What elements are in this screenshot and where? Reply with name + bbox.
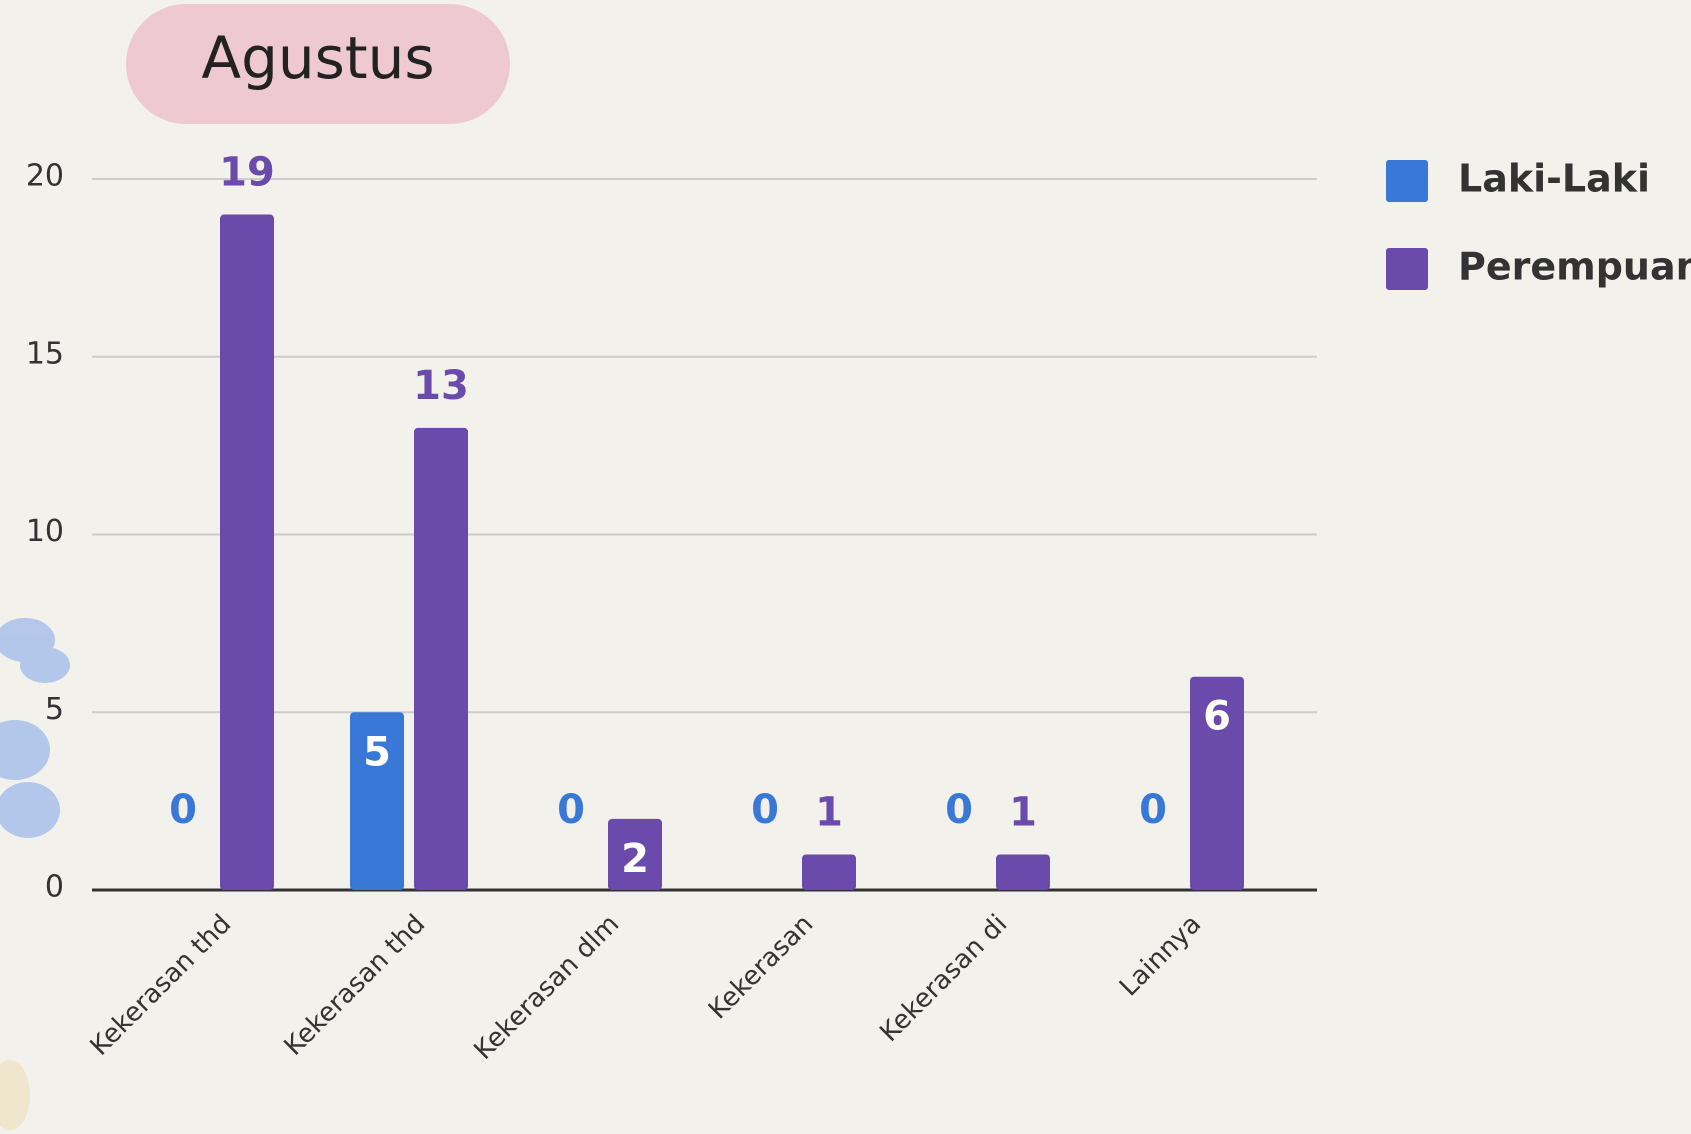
bar (1190, 676, 1244, 890)
data-label: 0 (945, 787, 973, 833)
data-label: 0 (1139, 787, 1167, 833)
bar (802, 854, 856, 890)
data-label: 13 (413, 363, 469, 409)
data-label: 1 (1009, 789, 1037, 835)
data-label: 5 (363, 729, 391, 775)
data-label: 0 (557, 787, 585, 833)
flower-decoration (0, 618, 70, 1130)
legend-swatch (1386, 160, 1428, 202)
legend-label: Laki-Laki (1458, 157, 1650, 201)
chart-title: Agustus (201, 24, 434, 92)
bar (608, 818, 662, 890)
data-label: 2 (621, 836, 649, 882)
y-tick-label: 5 (45, 692, 64, 727)
y-tick-label: 20 (26, 159, 64, 194)
legend-swatch (1386, 248, 1428, 290)
y-tick-label: 10 (26, 514, 64, 549)
bar (220, 214, 274, 891)
bar (350, 712, 404, 890)
bar (996, 854, 1050, 890)
data-label: 19 (219, 150, 275, 196)
legend-label: Perempuan (1458, 245, 1691, 289)
bar (414, 427, 468, 890)
data-label: 6 (1203, 694, 1231, 740)
data-label: 0 (169, 787, 197, 833)
data-label: 0 (751, 787, 779, 833)
y-tick-label: 15 (26, 336, 64, 371)
data-label: 1 (815, 789, 843, 835)
title-pill (126, 4, 510, 124)
y-tick-label: 0 (45, 870, 64, 905)
